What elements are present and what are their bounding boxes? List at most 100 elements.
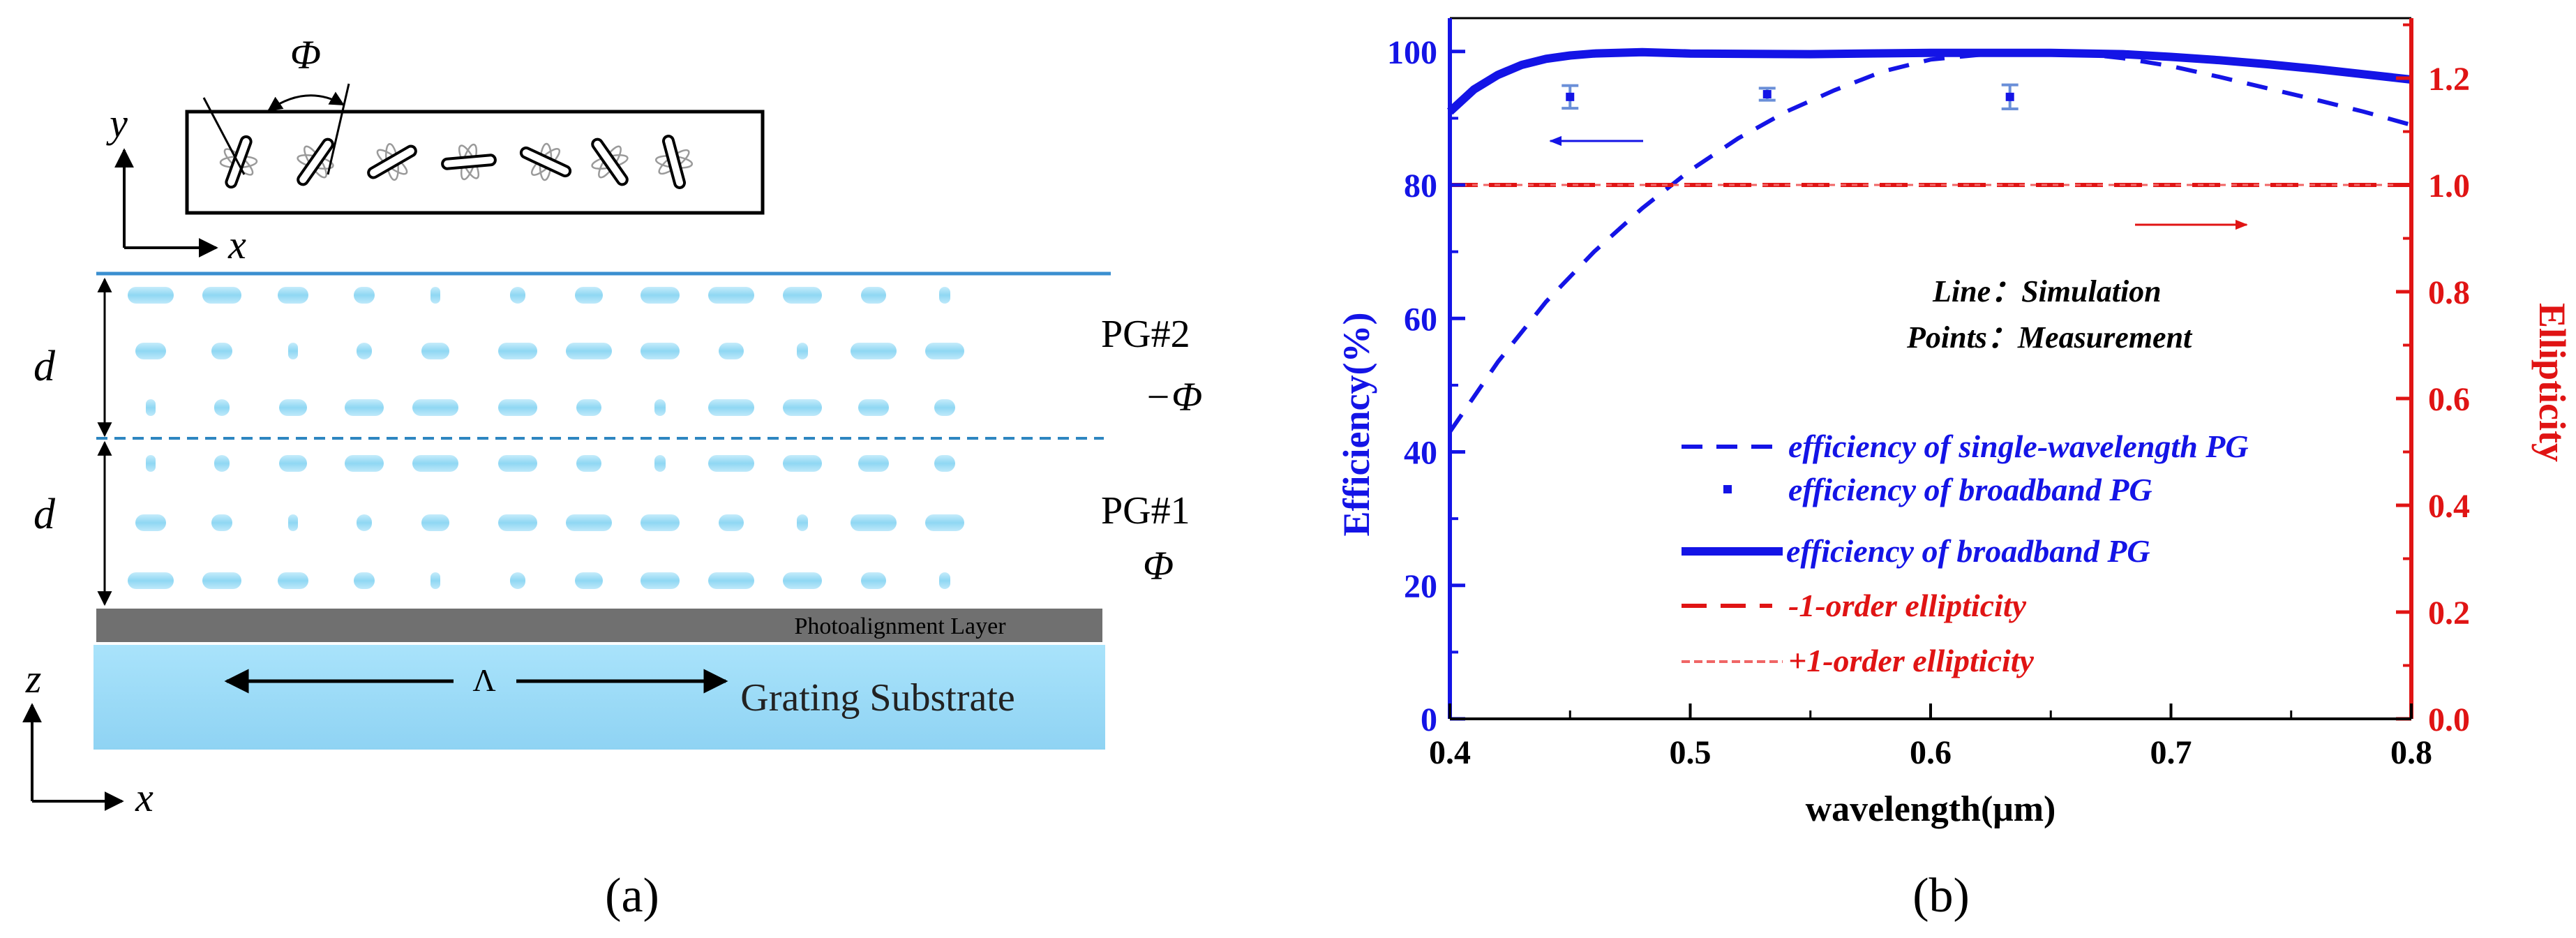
measurement-point xyxy=(2001,83,2019,111)
orientation-molecule xyxy=(654,135,694,189)
measurement-point xyxy=(1562,84,1579,110)
annotation-points: Points：Measurement xyxy=(1906,320,2193,355)
panel-b-chart: 0 20 40 60 80 100 0.0 0.2 0.4 0.6 0.8 1.0 1.2 0.4 0.5 0… xyxy=(1335,17,2573,923)
lc-molecule xyxy=(412,399,458,416)
grating-substrate xyxy=(93,645,1105,750)
pg1-angle: Φ xyxy=(1143,543,1174,588)
substrate-label: Grating Substrate xyxy=(740,676,1014,720)
y-tick-label: 60 xyxy=(1404,301,1437,338)
lc-molecule xyxy=(566,343,612,359)
lc-molecule xyxy=(135,343,166,359)
lc-molecule xyxy=(575,287,603,304)
lc-molecule xyxy=(412,455,458,472)
lc-molecule xyxy=(128,572,174,589)
orientation-molecules xyxy=(219,135,694,189)
y2-tick-label: 1.0 xyxy=(2428,168,2470,204)
lc-molecule xyxy=(214,455,230,472)
lc-molecule xyxy=(934,399,955,416)
lc-molecule xyxy=(925,343,964,359)
lc-molecule xyxy=(357,514,372,531)
x-axis-label: wavelength(μm) xyxy=(1806,789,2056,829)
lc-molecule xyxy=(708,572,754,589)
orientation-box xyxy=(185,110,765,215)
panel-b-caption: (b) xyxy=(1912,869,1970,923)
lc-molecule xyxy=(354,572,375,589)
d-top-label: d xyxy=(33,343,56,390)
lc-molecule xyxy=(357,343,372,359)
lc-molecule xyxy=(279,399,307,416)
phi-reference-line-1 xyxy=(202,97,246,175)
y-tick-label: 80 xyxy=(1404,168,1437,204)
lc-molecule xyxy=(939,287,950,304)
orientation-molecule xyxy=(297,137,334,186)
y2-tick-label: 0.0 xyxy=(2428,701,2470,738)
legend: efficiency of single-wavelength PG effic… xyxy=(1682,429,2249,678)
lc-molecule xyxy=(641,514,680,531)
legend-label-single-wavelength: efficiency of single-wavelength PG xyxy=(1788,429,2249,464)
lc-molecule xyxy=(797,514,808,531)
photoalignment-label: Photoalignment Layer xyxy=(794,613,1006,639)
lc-molecule xyxy=(858,399,889,416)
lc-molecule xyxy=(498,343,537,359)
lc-molecule xyxy=(288,343,298,359)
y-tick-label: 20 xyxy=(1404,568,1437,605)
y-tick-label: 40 xyxy=(1404,435,1437,472)
lc-molecule xyxy=(279,455,307,472)
x-tick-label: 0.4 xyxy=(1429,734,1471,771)
lc-molecule xyxy=(708,399,754,416)
lc-molecule xyxy=(861,287,886,304)
pg1-label: PG#1 xyxy=(1101,489,1190,533)
orientation-molecule xyxy=(367,142,417,181)
measurement-point xyxy=(1758,87,1776,102)
lc-molecule xyxy=(719,514,744,531)
d-bottom-label: d xyxy=(33,491,56,538)
y-tick-label: 0 xyxy=(1421,701,1437,738)
lc-molecule xyxy=(925,514,964,531)
lc-molecule xyxy=(641,287,680,304)
phi-top-label: Φ xyxy=(290,32,321,77)
orientation-molecule xyxy=(591,137,629,186)
lc-molecule xyxy=(861,572,886,589)
lc-molecule xyxy=(934,455,955,472)
y2-tick-label: 1.2 xyxy=(2428,61,2470,98)
y-tick-label: 100 xyxy=(1387,34,1437,71)
lc-molecule xyxy=(146,399,156,416)
lc-molecule xyxy=(510,287,525,304)
lc-molecule xyxy=(128,287,174,304)
x-tick-label: 0.6 xyxy=(1910,734,1952,771)
lc-molecule xyxy=(345,399,384,416)
lc-molecule xyxy=(708,287,754,304)
x-tick-label: 0.7 xyxy=(2150,734,2192,771)
orientation-molecule xyxy=(519,142,572,181)
panel-a-caption: (a) xyxy=(605,869,659,923)
y2-axis-label: Ellipticity xyxy=(2531,303,2573,462)
lc-molecule xyxy=(202,287,241,304)
lc-molecule xyxy=(783,287,822,304)
y2-tick-label: 0.8 xyxy=(2428,274,2470,311)
lc-molecule xyxy=(421,514,449,531)
lc-molecule xyxy=(278,572,308,589)
liquid-crystal-layers xyxy=(128,287,964,589)
legend-label-minus1-ellipticity: -1-order ellipticity xyxy=(1788,588,2027,623)
lc-molecule xyxy=(851,343,897,359)
lc-molecule xyxy=(211,514,232,531)
annotation-line: Line：Simulation xyxy=(1932,274,2162,308)
photoalignment-layer xyxy=(96,609,1102,642)
lc-molecule xyxy=(202,572,241,589)
panel-a-diagram: Φ y x d d PG#2 −Φ PG#1 Φ Photoalignment … xyxy=(22,32,1202,923)
lc-molecule xyxy=(135,514,166,531)
lc-molecule xyxy=(345,455,384,472)
lc-molecule xyxy=(278,287,308,304)
lc-molecule xyxy=(498,455,537,472)
series-efficiency-of-single-wavelength-pg xyxy=(1448,50,2412,433)
x-tick-label: 0.5 xyxy=(1670,734,1712,771)
lc-molecule xyxy=(654,455,666,472)
z-axis-label: z xyxy=(25,656,42,701)
legend-swatch-broadband-points xyxy=(1723,485,1732,493)
lc-molecule xyxy=(858,455,889,472)
lc-molecule xyxy=(510,572,525,589)
lc-molecule xyxy=(654,399,666,416)
lc-molecule xyxy=(575,572,603,589)
lc-molecule xyxy=(708,455,754,472)
